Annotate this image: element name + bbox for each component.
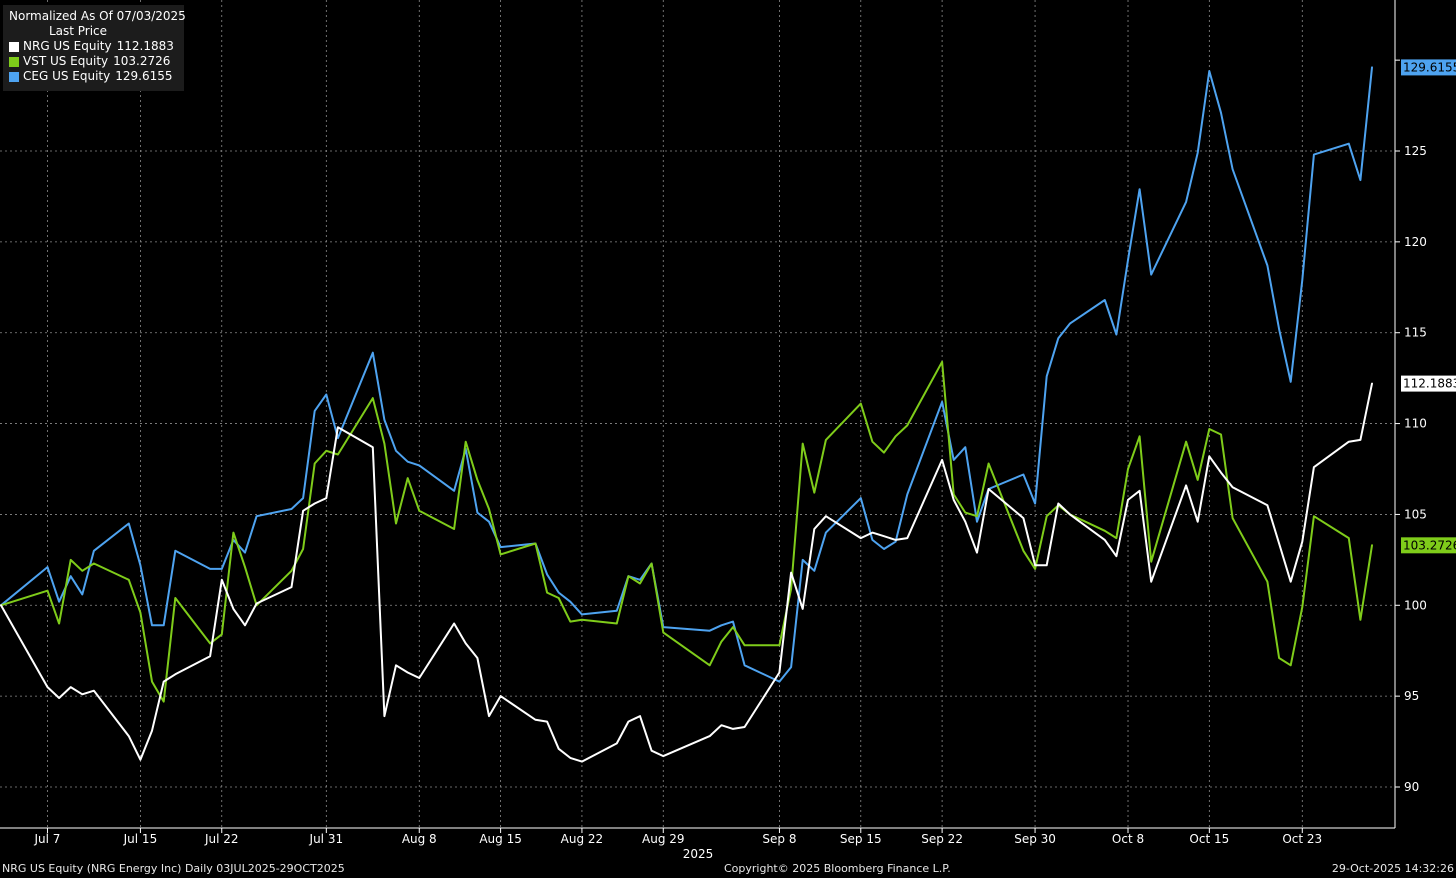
- badge-text: 129.6155: [1403, 60, 1456, 74]
- x-tick-label: Aug 29: [642, 832, 685, 846]
- badge-text: 112.1883: [1403, 377, 1456, 391]
- legend-swatch-ceg: [9, 71, 19, 82]
- x-year-label: 2025: [683, 847, 714, 861]
- legend-value-nrg: 112.1883: [116, 39, 174, 53]
- legend-swatch-vst: [9, 56, 19, 67]
- legend-swatch-nrg: [9, 41, 19, 52]
- x-tick-label: Aug 22: [561, 832, 604, 846]
- chart-axes: [0, 0, 1400, 833]
- y-tick-label: 120: [1404, 235, 1427, 249]
- x-tick-label: Jul 22: [204, 832, 239, 846]
- series-line-vst: [0, 360, 1373, 703]
- chart-grid: [0, 0, 1395, 828]
- last-price-badge-nrg: 112.1883: [1401, 375, 1456, 392]
- chart-tick-labels: 90 95 100 105 110 115 120 125 Jul 7 Jul 15 Jul 22 J…: [34, 144, 1427, 861]
- footer-timestamp: 29-Oct-2025 14:32:26: [1331, 862, 1454, 875]
- x-tick-label: Jul 15: [123, 832, 158, 846]
- x-tick-label: Sep 22: [921, 832, 963, 846]
- legend-name-vst: VST US Equity: [23, 54, 109, 68]
- series-line-nrg: [0, 382, 1373, 763]
- badge-background: [1401, 59, 1456, 76]
- x-tick-label: Jul 31: [309, 832, 344, 846]
- badge-background: [1401, 375, 1456, 392]
- legend-entry-ceg: CEG US Equity 129.6155: [3, 69, 184, 84]
- legend-subtitle: Last Price: [48, 24, 108, 38]
- chart-series: [0, 66, 1373, 763]
- x-tick-label: Sep 15: [840, 832, 882, 846]
- legend-value-ceg: 129.6155: [115, 69, 173, 83]
- y-tick-label: 125: [1404, 144, 1427, 158]
- x-tick-label: Sep 30: [1014, 832, 1056, 846]
- series-line-ceg: [0, 66, 1373, 683]
- badge-background: [1401, 537, 1456, 554]
- x-tick-label: Sep 8: [762, 832, 796, 846]
- y-tick-label: 100: [1404, 598, 1427, 612]
- badge-text: 103.2726: [1403, 538, 1456, 552]
- x-tick-label: Oct 15: [1189, 832, 1229, 846]
- legend-entry-vst: VST US Equity 103.2726: [3, 54, 184, 69]
- last-price-badge-vst: 103.2726: [1401, 537, 1456, 554]
- last-price-badges: 112.1883 103.2726 129.6155: [1401, 59, 1456, 554]
- x-tick-label: Aug 8: [402, 832, 437, 846]
- y-tick-label: 110: [1404, 417, 1427, 431]
- y-tick-label: 105: [1404, 507, 1427, 521]
- last-price-badge-ceg: 129.6155: [1401, 59, 1456, 76]
- x-tick-label: Aug 15: [479, 832, 522, 846]
- footer-copyright: Copyright© 2025 Bloomberg Finance L.P.: [724, 862, 951, 875]
- y-tick-label: 90: [1404, 780, 1419, 794]
- y-tick-label: 115: [1404, 326, 1427, 340]
- y-tick-label: 95: [1404, 689, 1419, 703]
- legend: Normalized As Of 07/03/2025 Last Price N…: [3, 5, 186, 91]
- x-tick-label: Oct 8: [1112, 832, 1144, 846]
- legend-title: Normalized As Of 07/03/2025: [9, 9, 186, 23]
- legend-name-ceg: CEG US Equity: [23, 69, 111, 83]
- legend-value-vst: 103.2726: [113, 54, 171, 68]
- legend-entry-nrg: NRG US Equity 112.1883: [3, 39, 184, 54]
- legend-name-nrg: NRG US Equity: [23, 39, 112, 53]
- x-tick-label: Oct 23: [1282, 832, 1322, 846]
- footer-security-info: NRG US Equity (NRG Energy Inc) Daily 03J…: [2, 862, 345, 875]
- x-tick-label: Jul 7: [34, 832, 61, 846]
